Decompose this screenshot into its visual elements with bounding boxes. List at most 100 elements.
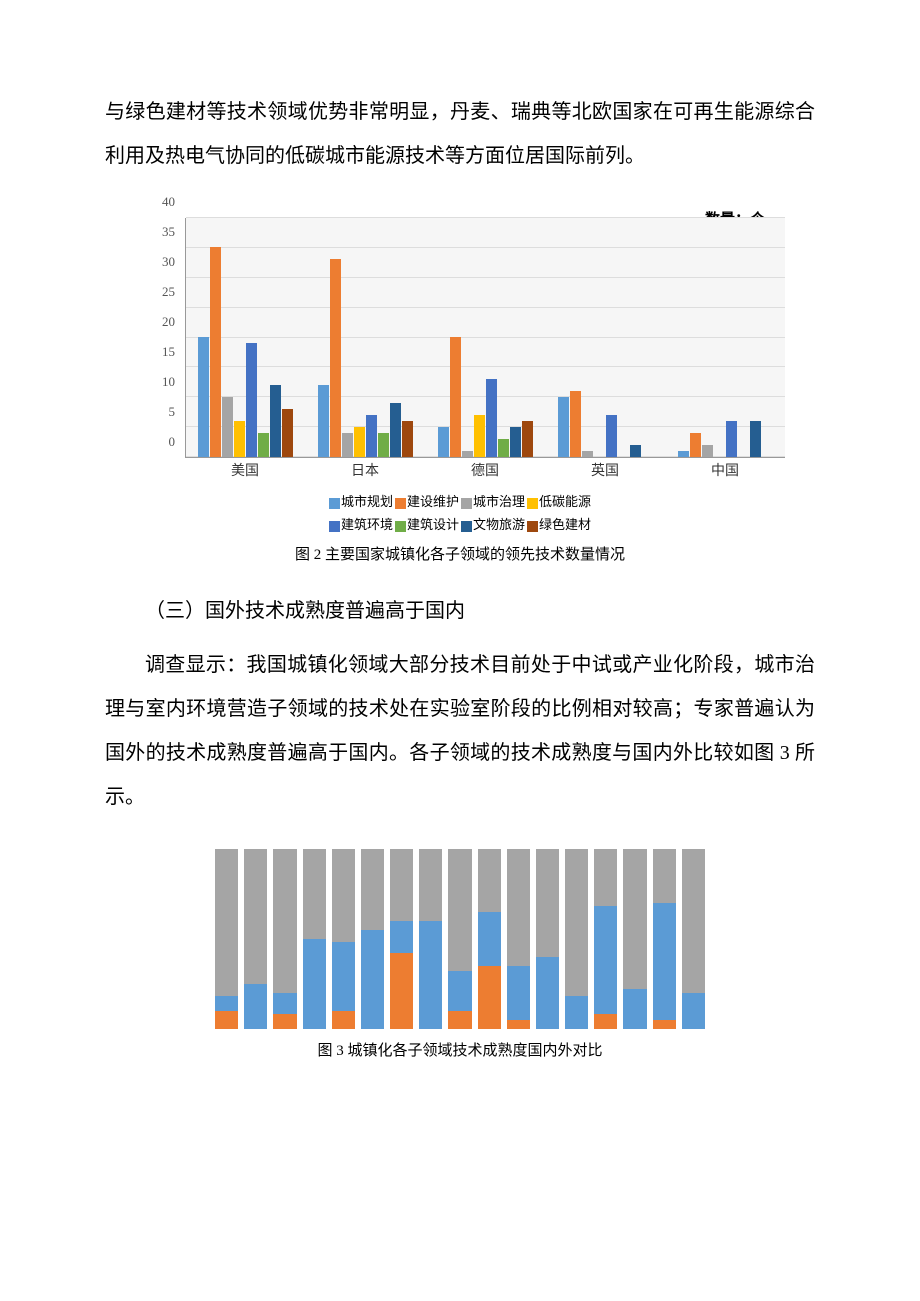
- y-tick-label: 15: [162, 344, 175, 360]
- y-tick-label: 30: [162, 254, 175, 270]
- bar-segment: [273, 1014, 296, 1028]
- bar: [498, 439, 509, 457]
- bar: [282, 409, 293, 457]
- bar-segment: [682, 849, 705, 993]
- bar-segment: [390, 921, 413, 953]
- bar-segment: [594, 1014, 617, 1028]
- bar: [354, 427, 365, 457]
- bar-segment: [215, 1011, 238, 1029]
- legend-label: 城市规划: [341, 494, 393, 509]
- bar-segment: [332, 849, 355, 943]
- x-tick-label: 日本: [351, 460, 379, 480]
- bar: [366, 415, 377, 457]
- bar: [438, 427, 449, 457]
- bar: [690, 433, 701, 457]
- legend-label: 建筑设计: [407, 517, 459, 532]
- bar-segment: [653, 903, 676, 1020]
- bar-segment: [653, 849, 676, 903]
- chart1-y-axis: 0510152025303540: [145, 218, 180, 458]
- bar-segment: [536, 849, 559, 957]
- bar: [702, 445, 713, 457]
- bar-segment: [507, 966, 530, 1020]
- bar-group: [198, 247, 293, 457]
- bar: [630, 445, 641, 457]
- legend-swatch: [395, 521, 406, 532]
- bar-segment: [303, 939, 326, 1029]
- chart1-container: 数量：个 0510152025303540 美国日本德国英国中国 城市规划建设维…: [105, 208, 815, 564]
- bar: [330, 259, 341, 457]
- bar-segment: [594, 906, 617, 1014]
- y-tick-label: 40: [162, 194, 175, 210]
- bar: [342, 433, 353, 457]
- stacked-bar: [215, 849, 238, 1029]
- bar-segment: [536, 957, 559, 1029]
- chart2-container: 图 3 城镇化各子领域技术成熟度国内外对比: [105, 849, 815, 1060]
- x-tick-label: 美国: [231, 460, 259, 480]
- bar-segment: [390, 849, 413, 921]
- bar-segment: [507, 1020, 530, 1029]
- legend-swatch: [461, 521, 472, 532]
- bar: [234, 421, 245, 457]
- stacked-bar: [594, 849, 617, 1029]
- bar-segment: [215, 849, 238, 997]
- bar-segment: [478, 912, 501, 966]
- legend-swatch: [527, 521, 538, 532]
- stacked-bar: [507, 849, 530, 1029]
- bar-segment: [244, 984, 267, 1029]
- bar-segment: [390, 953, 413, 1029]
- bar-segment: [419, 849, 442, 921]
- stacked-bar: [273, 849, 296, 1029]
- bar-segment: [594, 849, 617, 907]
- bar-segment: [682, 993, 705, 1029]
- legend-swatch: [395, 498, 406, 509]
- y-tick-label: 10: [162, 374, 175, 390]
- bar-segment: [653, 1020, 676, 1029]
- stacked-bar: [536, 849, 559, 1029]
- bar: [390, 403, 401, 457]
- bar-segment: [565, 849, 588, 997]
- stacked-bar: [332, 849, 355, 1029]
- legend-item: 建筑设计: [395, 513, 459, 536]
- bar-group: [558, 391, 653, 457]
- legend-swatch: [329, 521, 340, 532]
- legend-label: 低碳能源: [539, 494, 591, 509]
- bar-group: [438, 337, 533, 457]
- bar: [378, 433, 389, 457]
- bar: [570, 391, 581, 457]
- bar-segment: [332, 1011, 355, 1029]
- legend-row: 建筑环境建筑设计文物旅游绿色建材: [105, 513, 815, 536]
- x-tick-label: 中国: [711, 460, 739, 480]
- stacked-bar: [682, 849, 705, 1029]
- bar: [486, 379, 497, 457]
- chart2-caption: 图 3 城镇化各子领域技术成熟度国内外对比: [105, 1039, 815, 1060]
- chart1-caption: 图 2 主要国家城镇化各子领域的领先技术数量情况: [105, 543, 815, 564]
- bar-segment: [448, 971, 471, 1011]
- bar-segment: [419, 921, 442, 1029]
- bar: [246, 343, 257, 457]
- legend-item: 建筑环境: [329, 513, 393, 536]
- legend-row: 城市规划建设维护城市治理低碳能源: [105, 490, 815, 513]
- y-tick-label: 0: [169, 434, 176, 450]
- bar: [678, 451, 689, 457]
- bar: [474, 415, 485, 457]
- bar: [750, 421, 761, 457]
- y-tick-label: 35: [162, 224, 175, 240]
- bar-segment: [244, 849, 267, 984]
- bar-segment: [215, 996, 238, 1010]
- stacked-bar: [478, 849, 501, 1029]
- legend-swatch: [527, 498, 538, 509]
- bar-segment: [273, 993, 296, 1015]
- legend-item: 绿色建材: [527, 513, 591, 536]
- bar-segment: [565, 996, 588, 1028]
- bar-segment: [361, 930, 384, 1029]
- chart2: [205, 849, 715, 1029]
- bar: [270, 385, 281, 457]
- bar-segment: [623, 989, 646, 1029]
- bar-group: [678, 421, 773, 457]
- bar: [402, 421, 413, 457]
- legend-item: 文物旅游: [461, 513, 525, 536]
- bar-segment: [448, 1011, 471, 1029]
- y-tick-label: 20: [162, 314, 175, 330]
- bar: [210, 247, 221, 457]
- stacked-bar: [623, 849, 646, 1029]
